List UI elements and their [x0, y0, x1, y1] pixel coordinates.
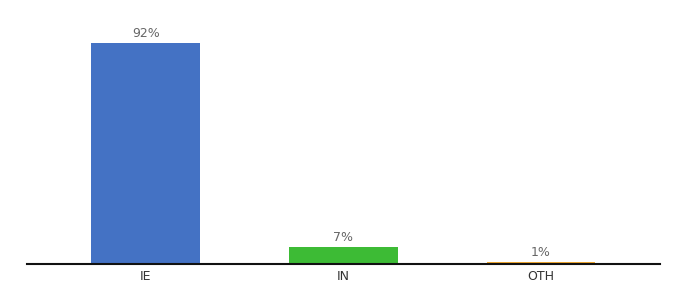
Bar: [91, 43, 200, 264]
Bar: [289, 247, 398, 264]
Text: 92%: 92%: [132, 27, 160, 40]
Text: 1%: 1%: [531, 246, 551, 259]
Bar: [487, 262, 596, 264]
Text: 7%: 7%: [333, 231, 354, 244]
